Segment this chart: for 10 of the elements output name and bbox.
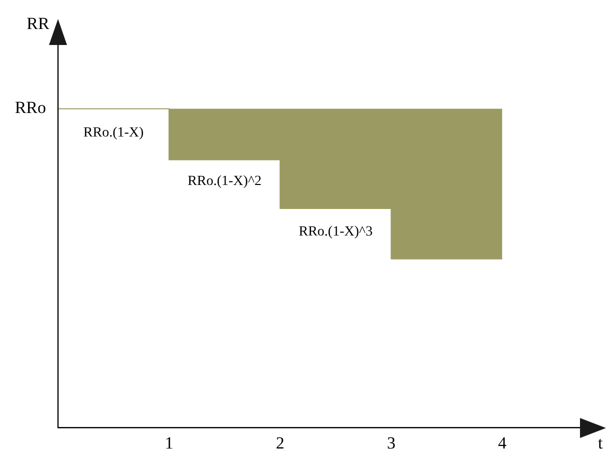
annotation: RRo.(1-X) [83, 125, 144, 140]
y-axis-title: RR [26, 14, 50, 33]
x-tick-label: 1 [164, 433, 174, 452]
annotation: RRo.(1-X)^3 [298, 224, 373, 240]
x-tick-label: 3 [386, 433, 396, 452]
text: RRo [14, 98, 46, 118]
x-axis-title: t [598, 434, 603, 453]
x-tick-label: 2 [276, 433, 284, 452]
annotation: RRo.(1-X)^2 [188, 174, 262, 190]
x-tick-label: 4 [498, 433, 508, 452]
